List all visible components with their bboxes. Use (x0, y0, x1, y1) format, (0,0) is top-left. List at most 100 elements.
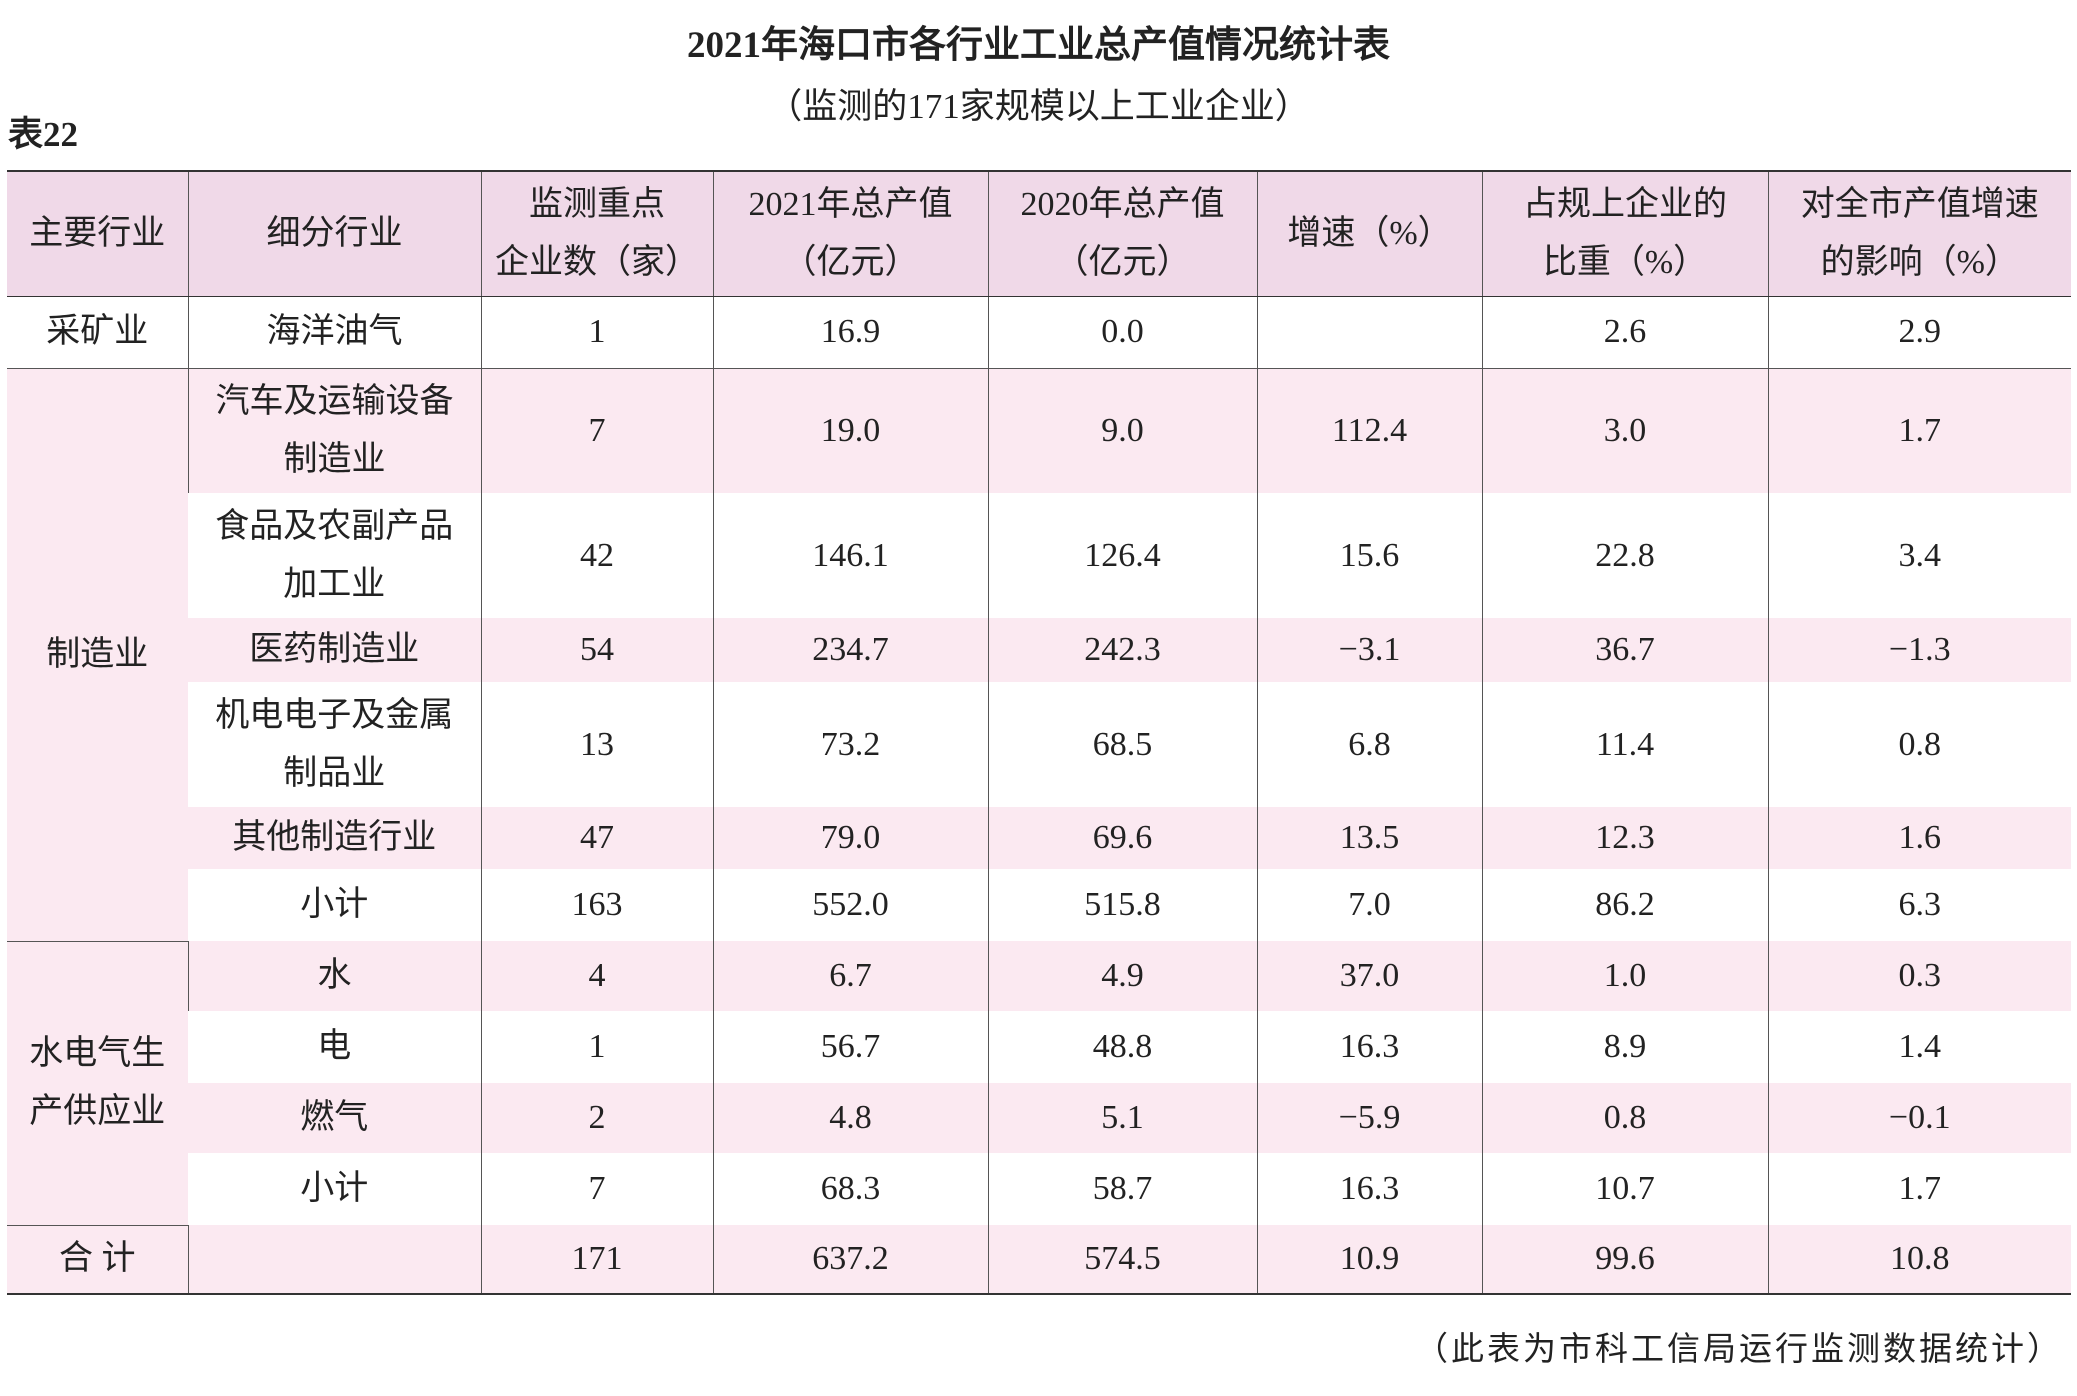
cell: 小计 (188, 869, 481, 941)
cell: 水 (187, 941, 481, 1011)
table-row: 燃气 2 4.8 5.1 −5.9 0.8 −0.1 (7, 1083, 2071, 1153)
header-row: 主要行业 细分行业 监测重点 企业数（家） 2021年总产值 （亿元） 2020年总产值 （亿… (7, 171, 2071, 297)
cell: 海洋油气 (187, 296, 481, 369)
cell: 0.3 (1767, 941, 2071, 1011)
cell-line: 制造业 (46, 635, 149, 673)
cell-line: 采矿业 (46, 313, 149, 351)
cell: 1.7 (1767, 368, 2071, 493)
cell: 99.6 (1481, 1225, 1768, 1294)
cell: 69.6 (987, 807, 1257, 869)
cell: 1.7 (1767, 1153, 2071, 1225)
table-label: 表22 (8, 115, 79, 154)
cell: 1.4 (1767, 1011, 2071, 1083)
cell: 3.0 (1481, 368, 1768, 493)
table-row: 食品及农副产品 加工业 42 146.1 126.4 15.6 22.8 3.4 (7, 493, 2071, 618)
table-row: 医药制造业 54 234.7 242.3 −3.1 36.7 −1.3 (7, 618, 2071, 682)
cell: 19.0 (712, 368, 988, 493)
cell: 16.9 (712, 296, 988, 369)
cell: 小计 (188, 1153, 481, 1225)
cell-line: 其他制造行业 (232, 819, 437, 857)
header-cell: 监测重点企业数（家） (480, 171, 713, 297)
cell: 10.9 (1256, 1225, 1482, 1294)
cell: 食品及农副产品 加工业 (188, 493, 481, 618)
cell-line: 监测重点 (529, 185, 665, 223)
cell: 6.8 (1256, 682, 1482, 807)
cell: 1.6 (1767, 807, 2071, 869)
cell: 4 (480, 941, 713, 1011)
cell: 515.8 (987, 869, 1257, 941)
cell-line: 机电电子及金属 (215, 696, 454, 734)
cell: 16.3 (1256, 1011, 1482, 1083)
header-cell: 细分行业 (187, 171, 481, 297)
cell: 6.7 (712, 941, 988, 1011)
table-row: 制造业 汽车及运输设备 制造业 7 19.0 9.0 112.4 3.0 1.7 (7, 368, 2071, 942)
table-row: 小计 163 552.0 515.8 7.0 86.2 6.3 (7, 869, 2071, 941)
cell: 36.7 (1481, 618, 1768, 682)
cell: 73.2 (712, 682, 988, 807)
cell: 7 (480, 1153, 713, 1225)
title: 2021年海口市各行业工业总产值情况统计表 (687, 25, 1390, 66)
cell-line: 2020年总产值 (1020, 185, 1225, 223)
cell (1256, 296, 1482, 369)
main-industry: 采矿业 (7, 296, 188, 369)
cell: 1 (480, 1011, 713, 1083)
cell: 2.6 (1481, 296, 1768, 369)
cell: 112.4 (1256, 368, 1482, 493)
cell: 2.9 (1767, 296, 2071, 369)
cell-line: 对全市产值增速 (1800, 185, 2039, 223)
cell: 5.1 (987, 1083, 1257, 1153)
cell: 16.3 (1256, 1153, 1482, 1225)
cell: 58.7 (987, 1153, 1257, 1225)
header-cell: 2021年总产值 （亿元） (712, 171, 988, 297)
cell-line: 加工业 (283, 565, 386, 603)
cell: 1 (480, 296, 713, 369)
table-row: 采矿业 海洋油气 1 16.9 0.0 2.6 2.9 (7, 296, 2071, 369)
cell-line: 汽车及运输设备 (215, 382, 454, 420)
cell-line: 燃气 (300, 1099, 369, 1137)
cell: 22.8 (1481, 493, 1768, 618)
cell: −3.1 (1256, 618, 1482, 682)
cell: 42 (480, 493, 713, 618)
cell-line: 合 计 (59, 1240, 136, 1278)
cell: 12.3 (1481, 807, 1768, 869)
table-row: 其他制造行业 47 79.0 69.6 13.5 12.3 1.6 (7, 807, 2071, 869)
cell-line: 水 (317, 957, 352, 995)
cell-line: 企业数（家） (495, 243, 699, 281)
cell: 47 (480, 807, 713, 869)
cell: 机电电子及金属 制品业 (188, 682, 481, 807)
cell: 234.7 (712, 618, 988, 682)
main-industry: 水电气生 产供应业 (7, 941, 188, 1226)
cell: 0.8 (1767, 682, 2071, 807)
cell: 552.0 (712, 869, 988, 941)
header-cell: 2020年总产值 （亿元） (987, 171, 1257, 297)
cell: 86.2 (1481, 869, 1768, 941)
cell-line: 海洋油气 (266, 313, 403, 351)
main-industry: 制造业 (7, 368, 188, 942)
cell: 4.8 (712, 1083, 988, 1153)
cell: 7 (480, 368, 713, 493)
cell: 9.0 (987, 368, 1257, 493)
cell-line: 医药制造业 (249, 631, 420, 669)
cell: 637.2 (712, 1225, 988, 1294)
cell: 4.9 (987, 941, 1257, 1011)
cell-line: 水电气生 (29, 1035, 166, 1073)
cell: 68.5 (987, 682, 1257, 807)
cell: 燃气 (188, 1083, 481, 1153)
cell: 10.8 (1767, 1225, 2071, 1294)
cell (187, 1225, 481, 1294)
cell: 79.0 (712, 807, 988, 869)
cell-line: 小计 (300, 1170, 369, 1208)
cell-line: 占规上企业的 (1523, 185, 1727, 223)
cell: 13.5 (1256, 807, 1482, 869)
cell-line: 的影响（%） (1820, 243, 2019, 281)
cell: 6.3 (1767, 869, 2071, 941)
cell: 其他制造行业 (188, 807, 481, 869)
cell-line: 产供应业 (29, 1093, 166, 1130)
cell-line: 制品业 (283, 754, 386, 792)
subtitle: （监测的171家规模以上工业企业） (767, 87, 1310, 126)
cell: 汽车及运输设备 制造业 (187, 368, 481, 493)
header-cell: 占规上企业的 比重（%） (1481, 171, 1768, 297)
table: 主要行业 细分行业 监测重点 企业数（家） 2021年总产值 （亿元） 2020年总产值 （亿… (7, 170, 2071, 1295)
cell-line: 2021年总产值 (748, 185, 953, 223)
